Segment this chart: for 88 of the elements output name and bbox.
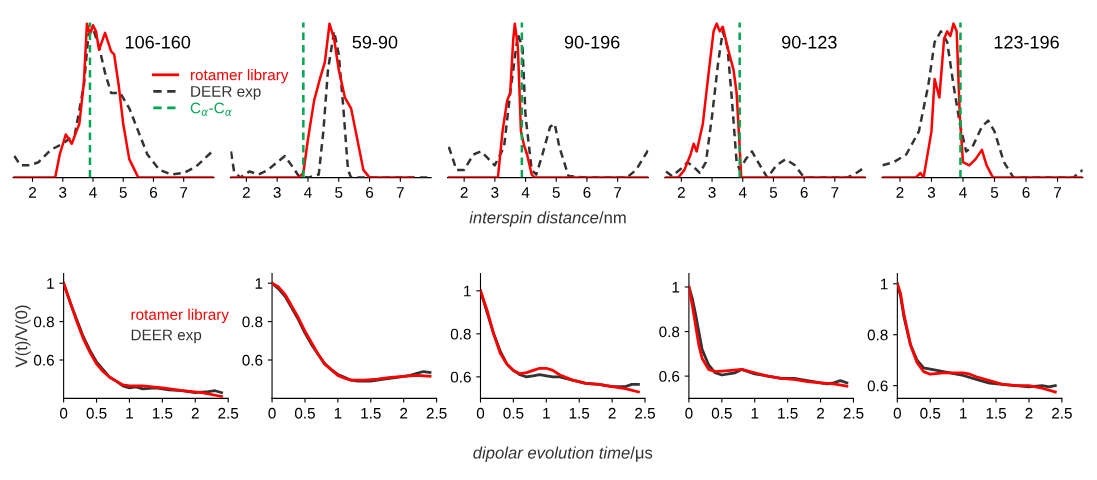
x-tick-label: 7 xyxy=(831,187,839,198)
x-tick-label: 0 xyxy=(476,407,485,419)
x-tick-label: 1.5 xyxy=(986,407,1007,419)
x-tick-label: 3 xyxy=(273,187,281,198)
x-tick-label: 7 xyxy=(1054,187,1062,198)
x-tick-label: 7 xyxy=(396,187,404,198)
y-tick-label: 1 xyxy=(47,278,54,289)
y-tick-label: 0.8 xyxy=(659,326,680,338)
x-tick-label: 6 xyxy=(149,187,158,198)
x-tick-label: 1.5 xyxy=(778,407,798,419)
x-tick-label: 6 xyxy=(366,187,374,198)
x-tick-label: 4 xyxy=(304,187,312,198)
x-tick-label: 2 xyxy=(896,187,904,198)
ref-line-label: C$_{α}$-C$_{α}$ xyxy=(190,102,232,116)
x-tick-label: 7 xyxy=(614,187,622,198)
x-tick-label: 2.5 xyxy=(635,407,656,419)
x-tick-label: 2 xyxy=(460,187,468,198)
x-tick-label: 3 xyxy=(491,187,499,198)
x-tick-label: 2.5 xyxy=(426,407,447,419)
x-tick-label: 3 xyxy=(708,187,716,198)
y-tick-label: 0.8 xyxy=(450,328,471,340)
y-tick-label: 0.6 xyxy=(33,354,54,366)
x-tick-label: 2 xyxy=(191,407,199,419)
x-tick-label: 1 xyxy=(751,407,759,419)
x-tick-label: 0 xyxy=(893,407,901,419)
y-tick-label: 0.6 xyxy=(242,354,263,366)
x-tick-label: 1 xyxy=(334,407,342,419)
x-tick-label: 1 xyxy=(543,407,550,419)
x-tick-label: 1 xyxy=(126,407,133,419)
x-tick-label: 4 xyxy=(959,187,967,198)
y-tick-label: 1 xyxy=(880,278,888,290)
x-tick-label: 0.5 xyxy=(711,407,732,419)
annotation: 90-123 xyxy=(782,35,837,49)
y-tick-label: 1 xyxy=(672,282,680,293)
x-tick-label: 2 xyxy=(400,407,408,419)
y-tick-label: 1 xyxy=(464,285,471,297)
x-tick-label: 0 xyxy=(685,407,693,419)
x-tick-label: 1.5 xyxy=(152,407,173,419)
y-tick-label: 1 xyxy=(255,278,263,289)
text: DEER exp xyxy=(131,329,202,344)
x-tick-label: 2.5 xyxy=(1052,407,1072,419)
x-tick-label: 2 xyxy=(1025,407,1033,419)
x-tick-label: 2.5 xyxy=(843,407,864,419)
x-tick-label: 0 xyxy=(59,407,68,419)
x-tick-label: 2 xyxy=(242,187,250,198)
x-tick-label: 5 xyxy=(119,187,127,198)
text: rotamer library xyxy=(131,308,229,323)
x-tick-label: 0 xyxy=(268,407,276,419)
y-tick-label: 0.8 xyxy=(867,329,888,341)
x-tick-label: 6 xyxy=(800,187,808,198)
x-tick-label: 1.5 xyxy=(361,407,381,419)
annotation: 90-196 xyxy=(564,35,620,49)
x-tick-label: 4 xyxy=(89,187,97,198)
y-tick-label: 0.6 xyxy=(450,371,471,383)
x-tick-label: 1.5 xyxy=(569,407,590,419)
x-tick-label: 0.5 xyxy=(920,407,941,419)
x-tick-label: 0.5 xyxy=(86,407,107,419)
x-tick-label: 2 xyxy=(29,187,36,198)
x-tick-label: 5 xyxy=(552,187,560,198)
x-axis-title: dipolar evolution time/μs xyxy=(473,446,653,462)
x-tick-label: 4 xyxy=(738,187,747,198)
x-axis-title: interspin distance/nm xyxy=(469,211,626,227)
x-tick-label: 2.5 xyxy=(218,407,239,419)
y-tick-label: 0.6 xyxy=(867,380,888,392)
x-tick-label: 2 xyxy=(817,407,825,419)
x-tick-label: 2 xyxy=(608,407,616,419)
y-tick-label: 0.8 xyxy=(242,316,263,328)
x-tick-label: 5 xyxy=(990,187,999,198)
x-tick-label: 5 xyxy=(335,187,343,198)
y-tick-label: 0.6 xyxy=(659,370,680,382)
x-tick-label: 6 xyxy=(1022,187,1030,198)
y-tick-label: 0.8 xyxy=(33,316,54,328)
x-tick-label: 5 xyxy=(769,187,778,198)
legend-label: rotamer library xyxy=(190,69,289,84)
x-tick-label: 6 xyxy=(583,187,591,198)
annotation: 123-196 xyxy=(994,35,1059,49)
x-tick-label: 3 xyxy=(927,187,936,198)
annotation: 106-160 xyxy=(125,35,191,49)
x-tick-label: 7 xyxy=(180,187,188,198)
x-tick-label: 3 xyxy=(59,187,67,198)
x-tick-label: 1 xyxy=(960,407,967,419)
x-tick-label: 0.5 xyxy=(503,407,524,419)
x-tick-label: 2 xyxy=(677,187,685,198)
x-tick-label: 4 xyxy=(521,187,530,198)
x-tick-label: 0.5 xyxy=(294,407,315,419)
annotation: 59-90 xyxy=(352,35,398,49)
legend-label: DEER exp xyxy=(191,86,261,100)
y-axis-title: V(t)/V(0) xyxy=(15,305,31,368)
